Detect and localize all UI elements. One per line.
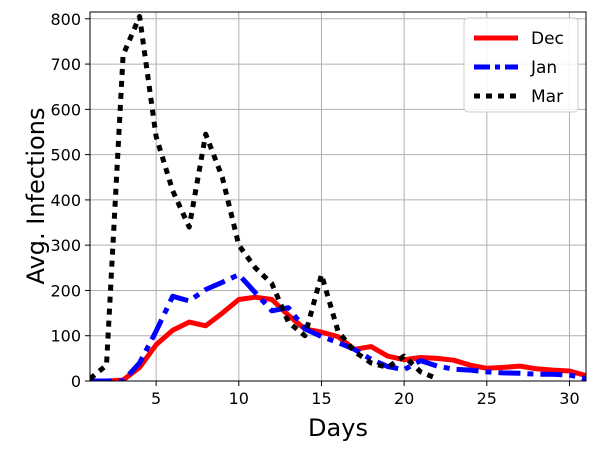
- x-tick-label: 5: [151, 389, 161, 408]
- legend-label-jan: Jan: [530, 58, 557, 78]
- legend-label-dec: Dec: [531, 29, 564, 49]
- y-axis-label: Avg. Infections: [22, 108, 50, 285]
- x-tick-label: 15: [311, 389, 331, 408]
- legend: Dec Jan Mar: [463, 17, 579, 113]
- series-line-mar: [90, 14, 439, 381]
- y-tick-label: 600: [50, 100, 81, 119]
- x-tick-label: 30: [559, 389, 579, 408]
- y-tick-label: 500: [50, 146, 81, 165]
- y-tick-label: 300: [50, 236, 81, 255]
- y-tick-label: 700: [50, 55, 81, 74]
- gridlines: [90, 12, 586, 382]
- legend-label-mar: Mar: [531, 87, 563, 107]
- x-axis-label: Days: [308, 414, 368, 442]
- y-tick-label: 200: [50, 281, 81, 300]
- x-tick-label: 10: [229, 389, 249, 408]
- plot-frame: [89, 11, 587, 382]
- series-line-dec: [90, 294, 586, 381]
- x-tick-label: 25: [477, 389, 497, 408]
- series-line-jan: [90, 272, 586, 381]
- legend-box: [463, 17, 579, 113]
- y-tick-label: 800: [50, 10, 81, 29]
- y-tick-label: 100: [50, 327, 81, 346]
- y-tick-label: 400: [50, 191, 81, 210]
- series-layer: [90, 14, 586, 381]
- x-tick-label: 20: [394, 389, 414, 408]
- y-tick-label: 0: [71, 372, 81, 391]
